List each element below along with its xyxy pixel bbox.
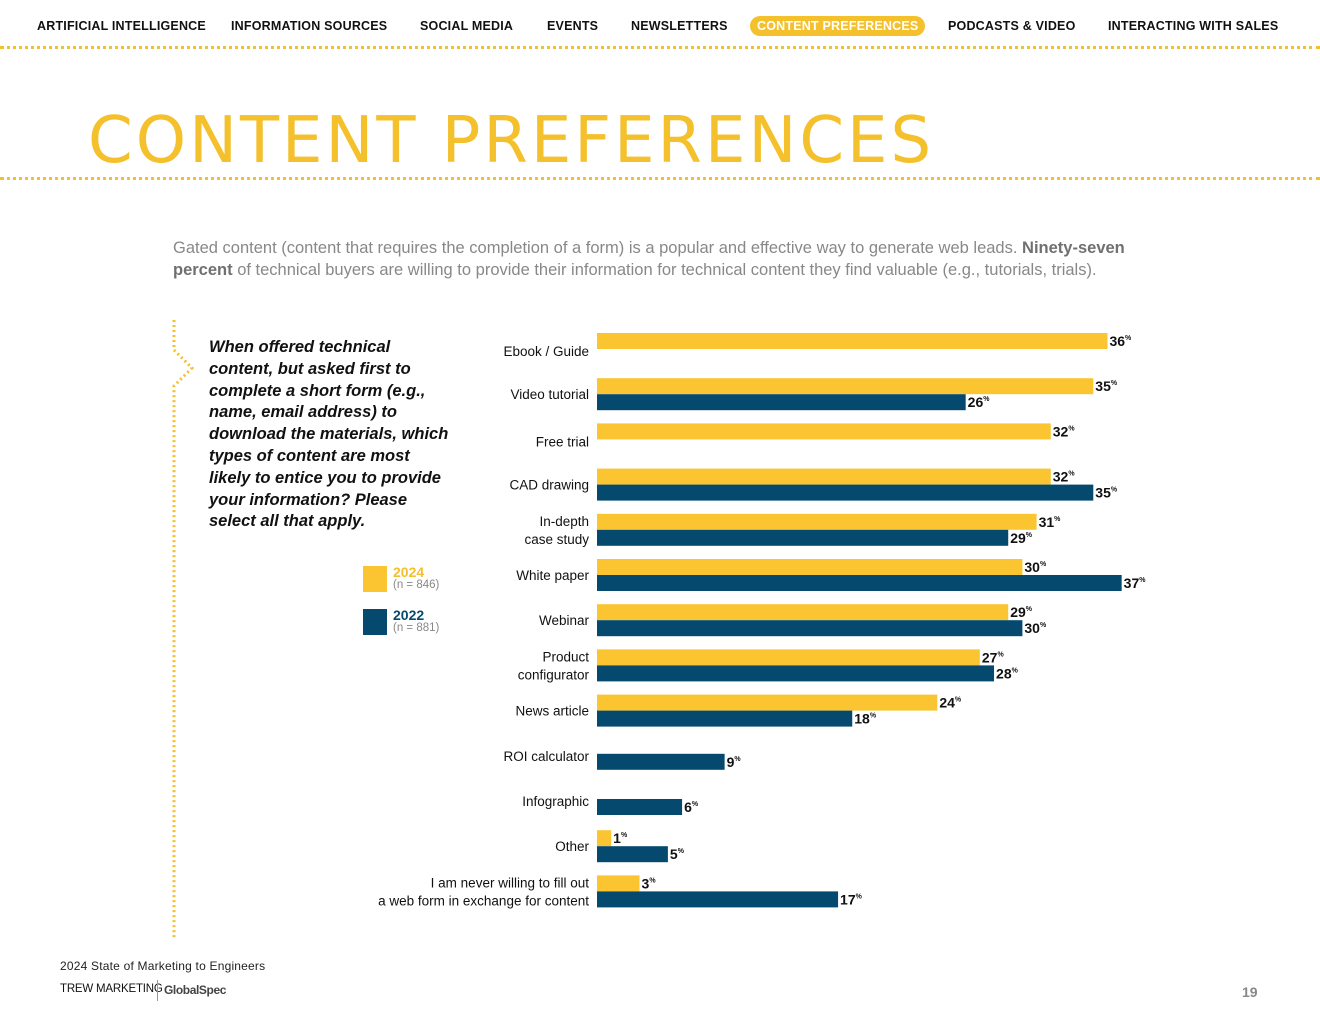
legend-n-2022: (n = 881) <box>393 622 440 634</box>
bar-2024-8 <box>597 649 980 666</box>
bar-2022-11 <box>597 799 683 815</box>
bar-label-2022-2: 26% <box>968 394 991 410</box>
legend-swatch-2022 <box>363 609 387 635</box>
bar-2024-13 <box>597 875 640 892</box>
bar-2022-4 <box>597 484 1094 501</box>
category-label-13: I am never willing to fill out a web form… <box>378 875 589 908</box>
nav-events[interactable]: EVENTS <box>547 19 599 33</box>
bar-label-2022-4: 35% <box>1095 485 1118 501</box>
category-label-1: Ebook / Guide <box>503 344 589 359</box>
bar-2024-9 <box>597 694 938 711</box>
bar-2022-8 <box>597 665 995 682</box>
category-label-12: Other <box>555 839 589 854</box>
top-nav: ARTIFICIAL INTELLIGENCE INFORMATION SOUR… <box>0 0 1320 49</box>
bar-2022-10 <box>597 753 725 770</box>
bar-2024-2 <box>597 378 1094 395</box>
bar-label-2024-3: 32% <box>1053 423 1076 439</box>
bar-2022-12 <box>597 846 668 863</box>
trew-marketing-logo: TREW MARKETING <box>60 983 163 995</box>
bar-label-2024-9: 24% <box>939 695 962 711</box>
bar-label-2024-5: 31% <box>1039 514 1062 530</box>
bar-2022-9 <box>597 710 853 727</box>
nav-newsletters[interactable]: NEWSLETTERS <box>631 19 728 33</box>
bar-label-2024-1: 36% <box>1109 333 1132 349</box>
intro-highlight: Ninety-seven percent <box>173 239 1125 279</box>
bar-label-2024-6: 30% <box>1024 559 1047 575</box>
bar-label-2022-7: 30% <box>1024 620 1047 636</box>
report-title: 2024 State of Marketing to Engineers <box>60 959 266 973</box>
bar-2024-6 <box>597 559 1023 575</box>
bar-2024-4 <box>597 468 1051 485</box>
bar-label-2024-12: 1% <box>613 830 628 846</box>
title-divider <box>0 177 1320 180</box>
category-label-4: CAD drawing <box>509 478 589 493</box>
category-label-2: Video tutorial <box>510 387 589 402</box>
legend-n-2024: (n = 846) <box>393 579 440 591</box>
category-label-5: In-depth case study <box>524 514 589 547</box>
bar-2024-7 <box>597 604 1009 621</box>
category-label-9: News article <box>515 704 589 719</box>
bar-2024-12 <box>597 830 612 847</box>
intro-rest: of technical buyers are willing to provi… <box>232 261 1097 279</box>
legend-year-2024: 2024 <box>393 564 425 580</box>
bar-label-2024-8: 27% <box>982 649 1005 665</box>
bar-2024-5 <box>597 513 1037 530</box>
page-title: CONTENT PREFERENCES <box>88 104 935 178</box>
category-label-7: Webinar <box>539 613 590 628</box>
globalspec-logo: GlobalSpec <box>164 983 227 997</box>
category-label-10: ROI calculator <box>503 749 589 764</box>
bar-label-2022-6: 37% <box>1124 575 1147 591</box>
bar-2022-6 <box>597 575 1122 591</box>
bar-label-2022-10: 9% <box>727 754 742 770</box>
bar-label-2024-2: 35% <box>1095 378 1118 394</box>
nav-artificial-intelligence[interactable]: ARTIFICIAL INTELLIGENCE <box>37 19 206 33</box>
bar-label-2022-5: 29% <box>1010 530 1033 546</box>
bar-2024-3 <box>597 423 1051 440</box>
legend-swatch-2024 <box>363 566 387 592</box>
bar-2022-2 <box>597 394 966 411</box>
bar-label-2022-11: 6% <box>684 799 699 815</box>
nav-content-preferences[interactable]: CONTENT PREFERENCES <box>750 16 926 36</box>
bar-label-2024-4: 32% <box>1053 469 1076 485</box>
bar-2022-5 <box>597 529 1009 546</box>
bar-2022-13 <box>597 891 839 908</box>
bar-2024-1 <box>597 333 1108 349</box>
bar-2022-7 <box>597 620 1023 637</box>
page-number: 19 <box>1242 984 1258 1000</box>
question-bracket <box>172 320 195 938</box>
survey-question: When offered technical content, but aske… <box>209 338 449 531</box>
intro-line: Gated content (content that requires the… <box>173 239 1018 257</box>
bar-label-2022-8: 28% <box>996 665 1019 681</box>
logo-divider <box>157 980 158 1001</box>
nav-social-media[interactable]: SOCIAL MEDIA <box>420 19 514 33</box>
nav-interacting-with-sales[interactable]: INTERACTING WITH SALES <box>1108 19 1279 33</box>
legend-year-2022: 2022 <box>393 607 425 623</box>
category-label-3: Free trial <box>536 434 589 449</box>
category-label-8: Product configurator <box>518 649 590 682</box>
category-label-6: White paper <box>516 568 589 583</box>
bar-label-2024-7: 29% <box>1010 604 1033 620</box>
nav-podcasts-video[interactable]: PODCASTS & VIDEO <box>948 19 1076 33</box>
intro-paragraph: Gated content (content that requires the… <box>173 237 1133 281</box>
category-label-11: Infographic <box>522 794 589 809</box>
bar-label-2022-13: 17% <box>840 891 863 907</box>
bar-label-2022-12: 5% <box>670 846 685 862</box>
bar-label-2022-9: 18% <box>854 711 877 727</box>
nav-information-sources[interactable]: INFORMATION SOURCES <box>231 19 388 33</box>
bar-label-2024-13: 3% <box>642 875 657 891</box>
